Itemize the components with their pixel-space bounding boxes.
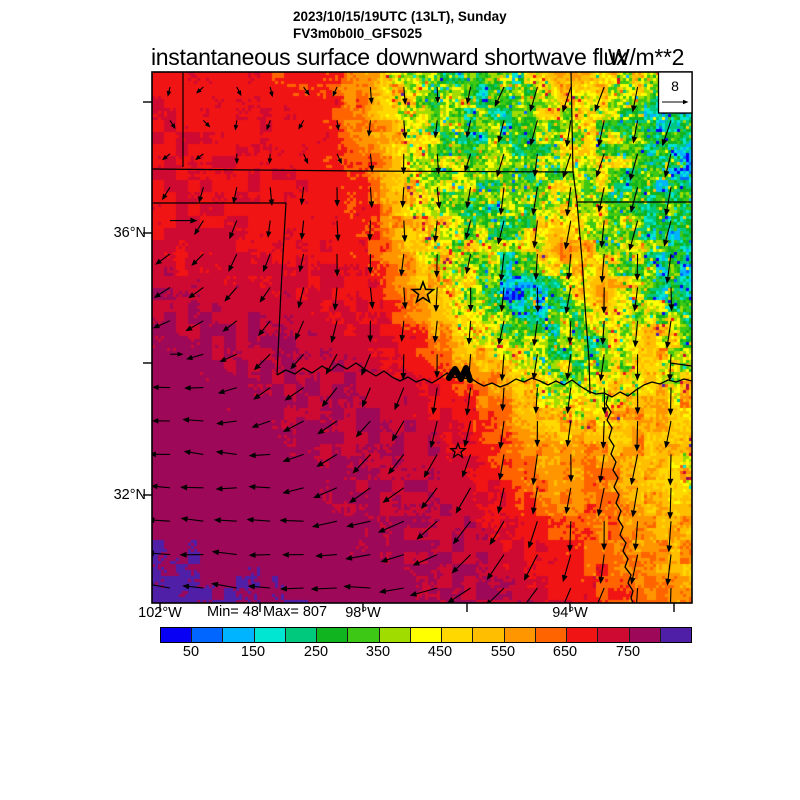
star-marker-1 bbox=[449, 441, 467, 459]
map-clipped-layers bbox=[152, 72, 692, 603]
wind-arrows bbox=[152, 86, 675, 603]
colorbar-tick-750: 750 bbox=[615, 644, 641, 660]
lake-blob bbox=[446, 365, 473, 383]
colorbar-cell-15 bbox=[629, 628, 661, 642]
min-max-label: Min= 48 Max= 807 bbox=[206, 604, 328, 620]
valid-time-label: 2023/10/15/19UTC (13LT), Sunday bbox=[293, 9, 507, 24]
colorbar-cell-11 bbox=[504, 628, 536, 642]
lon-tick-label-102w: 102°W bbox=[138, 605, 182, 621]
colorbar-cell-12 bbox=[535, 628, 568, 642]
star-marker-0 bbox=[410, 279, 436, 304]
colorbar-tick-650: 650 bbox=[552, 644, 578, 660]
lon-tick-label-94w: 94°W bbox=[552, 605, 588, 621]
colorbar bbox=[160, 627, 692, 643]
colorbar-tick-450: 450 bbox=[427, 644, 453, 660]
lat-tick-label-32n: 32°N bbox=[113, 487, 146, 503]
colorbar-cell-13 bbox=[567, 628, 599, 642]
figure-title: instantaneous surface downward shortwave… bbox=[151, 44, 628, 70]
colorbar-cell-8 bbox=[410, 628, 443, 642]
axis-ticks bbox=[143, 101, 675, 612]
lon-tick-label-98w: 98°W bbox=[345, 605, 381, 621]
state-borders bbox=[152, 72, 692, 395]
units-label: W/m**2 bbox=[608, 44, 685, 70]
colorbar-cell-5 bbox=[317, 628, 349, 642]
river-south-branch bbox=[605, 395, 634, 603]
colorbar-cell-0 bbox=[161, 628, 193, 642]
reference-vector-box: 8 bbox=[657, 71, 693, 114]
colorbar-cell-10 bbox=[473, 628, 505, 642]
colorbar-cell-14 bbox=[598, 628, 630, 642]
reference-vector-value: 8 bbox=[671, 78, 679, 94]
model-name-label: FV3m0b0I0_GFS025 bbox=[293, 26, 423, 41]
colorbar-cell-7 bbox=[379, 628, 411, 642]
colorbar-tick-550: 550 bbox=[490, 644, 516, 660]
colorbar-tick-50: 50 bbox=[182, 644, 200, 660]
colorbar-cell-3 bbox=[254, 628, 286, 642]
colorbar-cell-1 bbox=[192, 628, 224, 642]
colorbar-tick-150: 150 bbox=[240, 644, 266, 660]
map-frame bbox=[151, 71, 693, 604]
lat-tick-label-36n: 36°N bbox=[113, 225, 146, 241]
colorbar-cell-6 bbox=[348, 628, 380, 642]
colorbar-cell-4 bbox=[285, 628, 318, 642]
colorbar-tick-350: 350 bbox=[365, 644, 391, 660]
colorbar-cell-9 bbox=[442, 628, 474, 642]
colorbar-cell-16 bbox=[660, 628, 691, 642]
colorbar-cell-2 bbox=[223, 628, 255, 642]
river-lines bbox=[276, 362, 692, 603]
colorbar-tick-250: 250 bbox=[303, 644, 329, 660]
city-star-markers bbox=[410, 279, 467, 459]
